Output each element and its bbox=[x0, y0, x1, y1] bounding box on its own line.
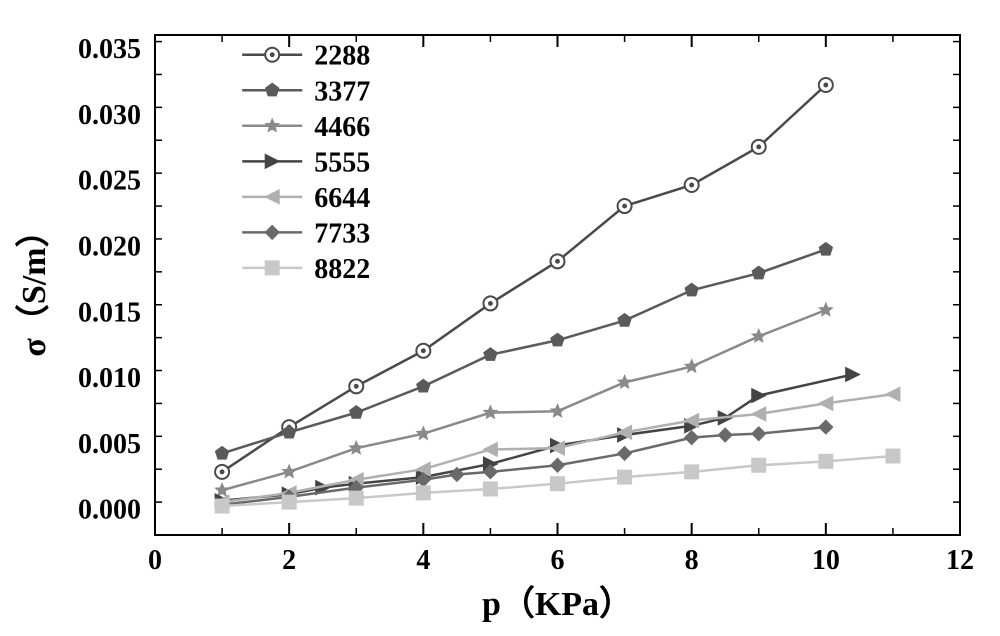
marker bbox=[484, 348, 497, 361]
series-line bbox=[222, 249, 826, 453]
marker bbox=[483, 482, 497, 496]
series-3377 bbox=[215, 242, 832, 459]
marker bbox=[417, 379, 430, 392]
x-tick-label: 12 bbox=[946, 545, 974, 576]
marker bbox=[819, 454, 833, 468]
marker bbox=[819, 303, 832, 316]
marker bbox=[350, 441, 363, 454]
y-tick-label: 0.015 bbox=[78, 297, 141, 328]
marker bbox=[618, 375, 631, 388]
marker bbox=[265, 154, 279, 168]
series-line bbox=[222, 310, 826, 490]
y-tick-label: 0.000 bbox=[78, 495, 141, 526]
marker bbox=[483, 296, 497, 310]
marker bbox=[685, 431, 699, 445]
marker bbox=[349, 379, 363, 393]
y-tick-label: 0.020 bbox=[78, 232, 141, 263]
marker bbox=[685, 465, 699, 479]
x-tick-label: 4 bbox=[416, 545, 430, 576]
marker bbox=[752, 329, 765, 342]
legend-item: 3377 bbox=[242, 76, 370, 107]
legend-item: 4466 bbox=[242, 112, 370, 143]
y-axis-title: σ（S/m） bbox=[14, 213, 53, 356]
x-tick-label: 8 bbox=[685, 545, 699, 576]
marker bbox=[551, 458, 565, 472]
legend-label: 6644 bbox=[314, 183, 370, 214]
series-line bbox=[222, 427, 826, 505]
line-chart: 0 2 4 6 8 10 12 0.000 0.005 0.010 0.015 0.020 0.025 0… bbox=[0, 0, 1000, 636]
marker bbox=[752, 427, 766, 441]
marker bbox=[483, 442, 497, 456]
marker bbox=[752, 407, 766, 421]
y-tick-label: 0.030 bbox=[78, 100, 141, 131]
marker bbox=[618, 470, 632, 484]
y-tick-label: 0.025 bbox=[78, 166, 141, 197]
legend-label: 3377 bbox=[314, 76, 370, 107]
marker bbox=[819, 242, 832, 255]
legend-item: 6644 bbox=[242, 183, 370, 214]
marker bbox=[752, 140, 766, 154]
x-tick-label: 6 bbox=[551, 545, 565, 576]
x-tick-label: 0 bbox=[148, 545, 162, 576]
marker bbox=[618, 446, 632, 460]
marker bbox=[416, 486, 430, 500]
marker bbox=[215, 446, 228, 459]
marker bbox=[819, 420, 833, 434]
marker bbox=[350, 406, 363, 419]
marker bbox=[752, 389, 766, 403]
marker bbox=[484, 406, 497, 419]
marker bbox=[752, 458, 766, 472]
legend-label: 7733 bbox=[314, 218, 370, 249]
marker bbox=[886, 449, 900, 463]
y-tick-label: 0.005 bbox=[78, 429, 141, 460]
marker bbox=[283, 465, 296, 478]
marker bbox=[416, 344, 430, 358]
legend-item: 8822 bbox=[242, 254, 370, 285]
marker bbox=[618, 199, 632, 213]
legend-item: 5555 bbox=[242, 147, 370, 178]
marker bbox=[265, 190, 279, 204]
marker bbox=[417, 427, 430, 440]
legend-label: 4466 bbox=[314, 112, 370, 143]
x-tick-label: 10 bbox=[812, 545, 840, 576]
chart-container: 0 2 4 6 8 10 12 0.000 0.005 0.010 0.015 0.020 0.025 0… bbox=[0, 0, 1000, 636]
marker bbox=[551, 477, 565, 491]
x-tick-label: 2 bbox=[282, 545, 296, 576]
marker bbox=[265, 225, 279, 239]
marker bbox=[846, 367, 860, 381]
marker bbox=[266, 119, 279, 132]
x-axis-title: p（KPa） bbox=[482, 584, 633, 623]
marker bbox=[819, 396, 833, 410]
marker bbox=[215, 499, 229, 513]
y-tick-label: 0.010 bbox=[78, 363, 141, 394]
marker bbox=[282, 495, 296, 509]
marker bbox=[215, 465, 229, 479]
legend-label: 5555 bbox=[314, 147, 370, 178]
marker bbox=[266, 83, 279, 96]
legend-label: 2288 bbox=[314, 41, 370, 72]
marker bbox=[551, 254, 565, 268]
legend-item: 2288 bbox=[242, 41, 370, 72]
marker bbox=[265, 261, 279, 275]
marker bbox=[551, 404, 564, 417]
marker bbox=[265, 48, 279, 62]
legend-item: 7733 bbox=[242, 218, 370, 249]
marker bbox=[718, 428, 732, 442]
y-tick-label: 0.035 bbox=[78, 34, 141, 65]
marker bbox=[349, 491, 363, 505]
marker bbox=[685, 360, 698, 373]
marker bbox=[551, 333, 564, 346]
marker bbox=[886, 387, 900, 401]
marker bbox=[685, 178, 699, 192]
marker bbox=[215, 483, 228, 496]
series-5555 bbox=[215, 367, 860, 507]
marker bbox=[618, 314, 631, 327]
marker bbox=[685, 283, 698, 296]
legend-label: 8822 bbox=[314, 254, 370, 285]
marker bbox=[819, 78, 833, 92]
marker bbox=[752, 266, 765, 279]
